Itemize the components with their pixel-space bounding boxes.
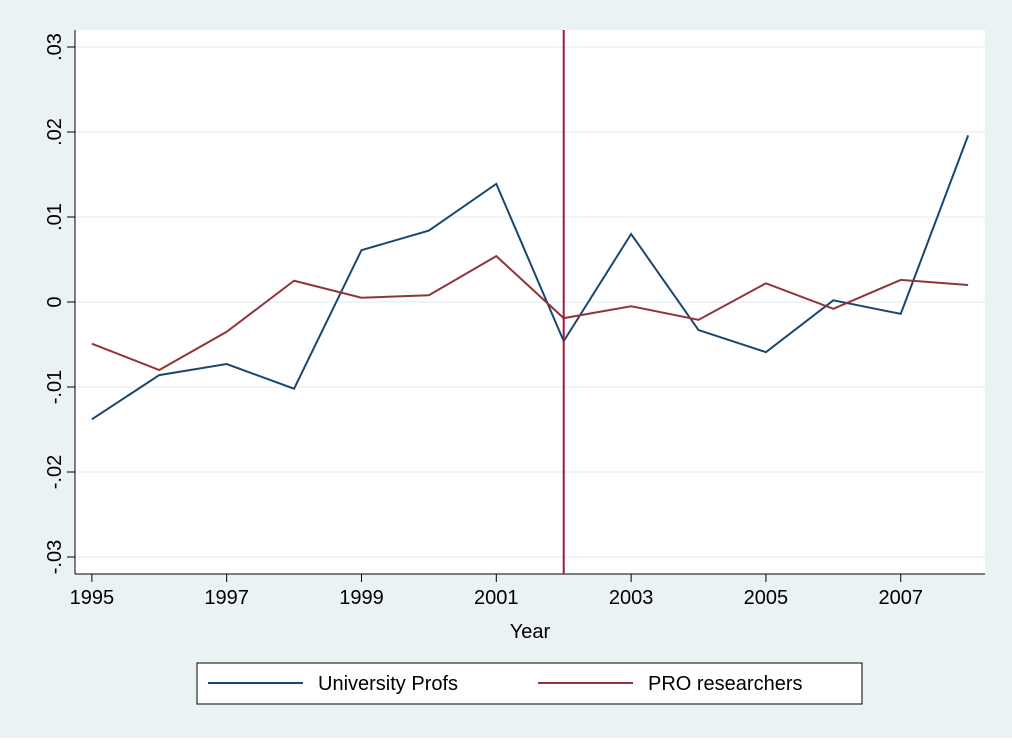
x-tick-label: 1999 <box>339 587 384 609</box>
y-tick-label: -.03 <box>44 540 66 574</box>
legend-label: University Profs <box>318 673 458 695</box>
y-tick-label: .03 <box>44 33 66 61</box>
x-tick-label: 1997 <box>204 587 249 609</box>
x-tick-label: 1995 <box>70 587 115 609</box>
y-tick-label: -.02 <box>44 455 66 489</box>
x-tick-label: 2001 <box>474 587 519 609</box>
y-tick-label: -.01 <box>44 370 66 404</box>
y-tick-label: .01 <box>44 203 66 231</box>
series-line <box>91 254 969 372</box>
y-tick-label: .02 <box>44 118 66 146</box>
x-axis-label: Year <box>510 621 551 643</box>
legend <box>196 662 863 705</box>
series-line <box>91 135 970 421</box>
y-tick-label: 0 <box>44 296 66 307</box>
x-tick-label: 2005 <box>744 587 789 609</box>
legend-label: PRO researchers <box>648 673 803 695</box>
x-tick-label: 2003 <box>609 587 654 609</box>
x-tick-label: 2007 <box>878 587 923 609</box>
